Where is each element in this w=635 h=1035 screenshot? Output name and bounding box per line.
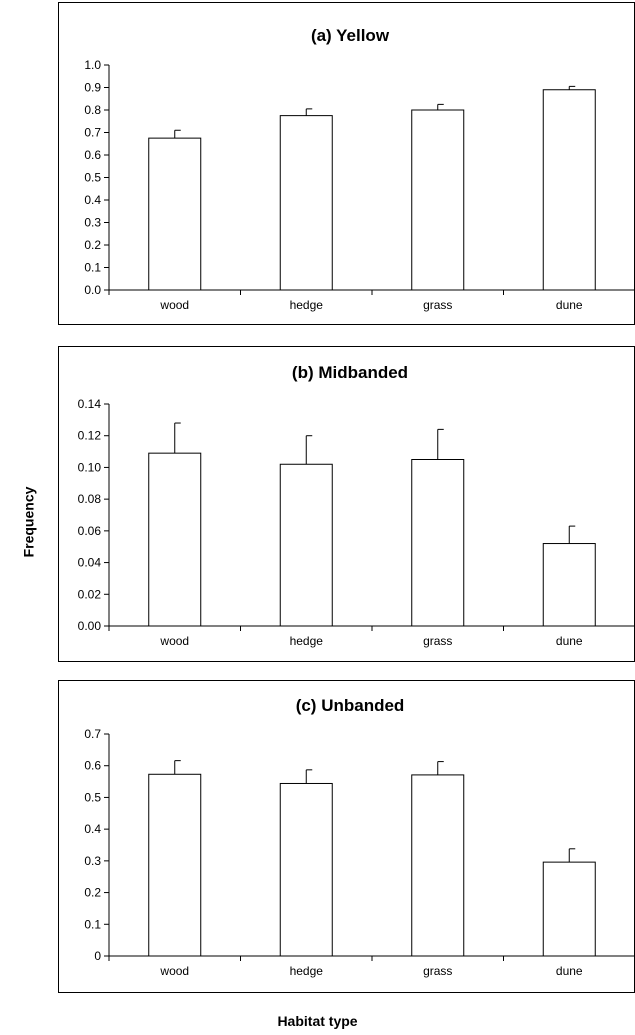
chart-title: (a) Yellow <box>311 26 390 45</box>
chart-title: (c) Unbanded <box>296 696 405 715</box>
bar-grass <box>411 109 465 291</box>
y-tick-label: 0.10 <box>78 460 102 474</box>
y-tick-label: 0.3 <box>84 216 101 230</box>
y-tick-label: 0.5 <box>84 790 101 804</box>
y-tick-label: 0 <box>94 949 101 963</box>
y-tick-label: 0.1 <box>84 261 101 275</box>
bar-dune <box>542 543 596 627</box>
x-axis-label: Habitat type <box>277 1013 358 1029</box>
y-tick-label: 0.4 <box>84 822 101 836</box>
bar-wood <box>148 773 202 957</box>
y-tick-label: 0.1 <box>84 917 101 931</box>
bar-hedge <box>279 782 333 957</box>
y-tick-label: 0.3 <box>84 854 101 868</box>
y-tick-label: 0.12 <box>78 429 102 443</box>
chart-unbanded: (c) Unbanded 0 0.1 0.2 0.3 0.4 0.5 0.6 0.7 wood he… <box>84 696 634 978</box>
bar-dune <box>542 861 596 957</box>
y-tick-label: 0.7 <box>84 126 101 140</box>
x-tick-label: grass <box>423 634 452 648</box>
x-tick-label: grass <box>423 298 452 312</box>
x-tick-label: dune <box>556 964 583 978</box>
bar-wood <box>148 452 202 627</box>
bar-wood <box>148 137 202 291</box>
y-tick-label: 0.6 <box>84 759 101 773</box>
x-tick-label: wood <box>159 634 189 648</box>
y-tick-label: 0.7 <box>84 727 101 741</box>
y-axis-label-svg: Frequency <box>21 486 37 557</box>
y-tick-label: 0.06 <box>78 524 102 538</box>
chart-yellow: (a) Yellow 0.0 0.1 0.2 0.3 0.4 0.5 0.6 0.7 0.8 0.9… <box>84 26 634 312</box>
bar-dune <box>542 89 596 291</box>
y-axis-label: Frequency <box>21 486 37 557</box>
x-tick-label: dune <box>556 634 583 648</box>
bar-grass <box>411 459 465 627</box>
x-tick-label: hedge <box>290 298 324 312</box>
y-tick-label: 0.02 <box>78 587 102 601</box>
bar-hedge <box>279 115 333 291</box>
x-tick-label: hedge <box>290 634 324 648</box>
x-tick-label: dune <box>556 298 583 312</box>
y-tick-label: 1.0 <box>84 58 101 72</box>
y-tick-label: 0.9 <box>84 81 101 95</box>
bar-hedge <box>279 463 333 627</box>
y-tick-label: 0.14 <box>78 397 102 411</box>
y-tick-label: 0.2 <box>84 886 101 900</box>
x-tick-label: hedge <box>290 964 324 978</box>
chart-panel-unbanded: (c) Unbanded 0 0.1 0.2 0.3 0.4 0.5 0.6 0.7 wood he… <box>58 680 635 993</box>
y-tick-label: 0.08 <box>78 492 102 506</box>
chart-panel-yellow: (a) Yellow 0.0 0.1 0.2 0.3 0.4 0.5 0.6 0.7 0.8 0.9… <box>58 2 635 325</box>
x-tick-label: wood <box>159 298 189 312</box>
y-tick-label: 0.2 <box>84 238 101 252</box>
chart-midbanded: (b) Midbanded 0.00 0.02 0.04 0.06 0.08 0.10 0.1… <box>78 363 634 648</box>
y-tick-label: 0.04 <box>78 556 102 570</box>
y-tick-label: 0.0 <box>84 283 101 297</box>
x-tick-label: wood <box>159 964 189 978</box>
bar-grass <box>411 774 465 957</box>
chart-title: (b) Midbanded <box>292 363 408 382</box>
y-tick-label: 0.5 <box>84 171 101 185</box>
y-tick-label: 0.00 <box>78 619 102 633</box>
y-tick-label: 0.6 <box>84 148 101 162</box>
y-tick-label: 0.8 <box>84 103 101 117</box>
chart-panel-midbanded: (b) Midbanded 0.00 0.02 0.04 0.06 0.08 0.10 0.1… <box>58 346 635 662</box>
x-tick-label: grass <box>423 964 452 978</box>
y-tick-label: 0.4 <box>84 193 101 207</box>
